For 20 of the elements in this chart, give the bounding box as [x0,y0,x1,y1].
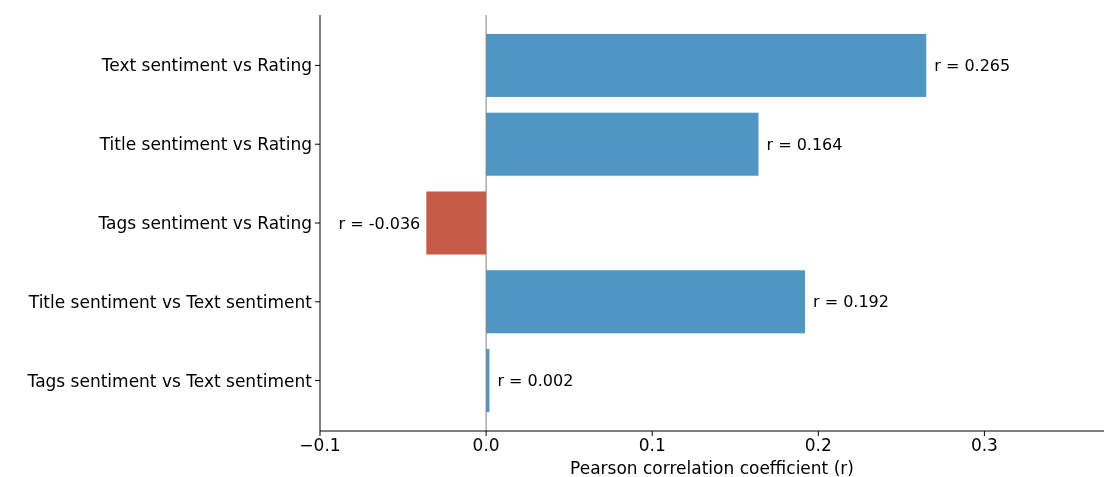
data-label: r = -0.036 [338,213,421,233]
bar [486,112,759,176]
x-tick-label: 0.2 [804,435,832,455]
data-label: r = 0.164 [766,134,843,154]
bar [426,191,487,255]
y-tick-label: Text sentiment vs Rating [100,55,312,76]
bar [486,270,806,334]
y-tick-label: Title sentiment vs Rating [98,134,312,155]
data-label: r = 0.002 [497,371,574,391]
data-label: r = 0.265 [934,56,1011,76]
y-tick-label: Tags sentiment vs Text sentiment [26,370,313,391]
x-tick-label: 0.1 [638,435,666,455]
y-tick-label: Title sentiment vs Text sentiment [27,291,313,312]
x-tick-label: −0.1 [299,435,341,455]
x-axis-title: Pearson correlation coefficient (r) [570,458,854,477]
x-tick-label: 0.0 [472,435,500,455]
bar [486,33,927,97]
y-tick-label: Tags sentiment vs Rating [97,212,312,233]
data-label: r = 0.192 [813,292,889,312]
x-tick-label: 0.3 [970,435,998,455]
